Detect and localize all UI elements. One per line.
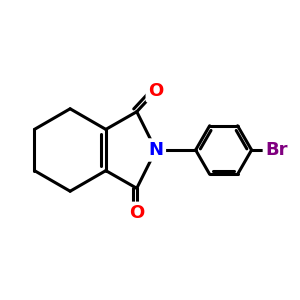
Text: Br: Br <box>266 141 288 159</box>
Text: O: O <box>129 204 144 222</box>
Text: N: N <box>148 141 164 159</box>
Text: O: O <box>148 82 164 100</box>
